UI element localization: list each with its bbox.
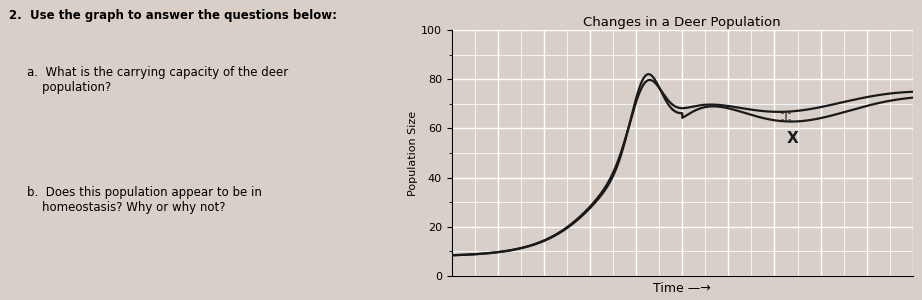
Text: X: X xyxy=(787,131,798,146)
X-axis label: Time —→: Time —→ xyxy=(654,282,711,295)
Y-axis label: Population Size: Population Size xyxy=(408,110,419,196)
Title: Changes in a Deer Population: Changes in a Deer Population xyxy=(584,16,781,29)
Text: b.  Does this population appear to be in
    homeostasis? Why or why not?: b. Does this population appear to be in … xyxy=(27,186,262,214)
Text: 2.  Use the graph to answer the questions below:: 2. Use the graph to answer the questions… xyxy=(9,9,337,22)
Text: a.  What is the carrying capacity of the deer
    population?: a. What is the carrying capacity of the … xyxy=(27,66,288,94)
